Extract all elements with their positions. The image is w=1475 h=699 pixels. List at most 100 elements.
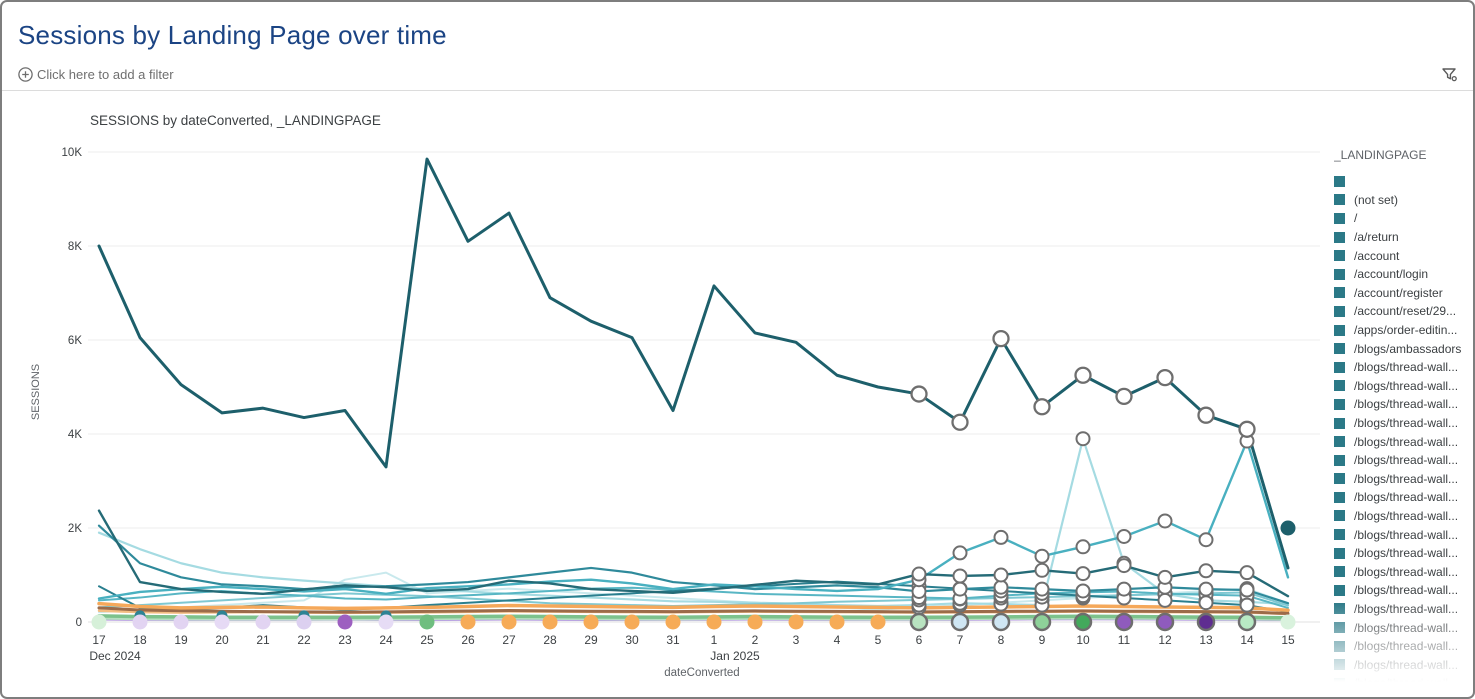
svg-text:4: 4 (834, 633, 841, 647)
legend-swatch-icon (1334, 566, 1345, 578)
legend-swatch-icon (1334, 529, 1345, 541)
legend-swatch-icon (1334, 677, 1345, 689)
legend-item-label: /blogs/thread-wall... (1354, 676, 1459, 691)
legend-item[interactable]: (not set) (1334, 191, 1470, 210)
plus-circle-icon (18, 66, 33, 82)
svg-text:9: 9 (1039, 633, 1046, 647)
filter-funnel-icon[interactable] (1439, 64, 1459, 84)
legend-item-label: / (1354, 211, 1358, 226)
svg-text:6: 6 (916, 633, 923, 647)
legend-item-label: /blogs/thread-wall... (1354, 471, 1459, 486)
svg-text:29: 29 (584, 633, 598, 647)
legend-item-label: /apps/order-editin... (1354, 323, 1458, 338)
svg-text:2K: 2K (68, 523, 82, 535)
legend-item[interactable]: /account (1334, 246, 1470, 265)
legend-item[interactable]: /blogs/thread-wall... (1334, 488, 1470, 507)
legend-item[interactable]: /blogs/thread-wall... (1334, 451, 1470, 470)
chart-legend[interactable]: _LANDINGPAGE (not set) / /a/return/account… (1334, 148, 1470, 696)
legend-item-label: /account/reset/29... (1354, 304, 1457, 319)
legend-item-label: /blogs/thread-wall... (1354, 397, 1459, 412)
legend-swatch-icon (1334, 491, 1345, 503)
legend-item[interactable]: /blogs/thread-wall... (1334, 377, 1470, 396)
svg-text:0: 0 (76, 617, 82, 629)
legend-item[interactable]: /blogs/thread-wall... (1334, 655, 1470, 674)
svg-text:18: 18 (133, 633, 147, 647)
legend-item[interactable]: /blogs/thread-wall... (1334, 525, 1470, 544)
legend-swatch-icon (1334, 380, 1345, 392)
legend-swatch-icon (1334, 547, 1345, 559)
legend-item-label: /blogs/thread-wall... (1354, 508, 1459, 523)
filter-bar: Click here to add a filter (18, 63, 1459, 85)
legend-item[interactable]: /blogs/thread-wall... (1334, 432, 1470, 451)
svg-text:7: 7 (957, 633, 964, 647)
legend-item-label: /blogs/thread-wall... (1354, 639, 1459, 654)
legend-item-label: /blogs/thread-wall... (1354, 601, 1459, 616)
svg-text:10: 10 (1076, 633, 1090, 647)
svg-text:5: 5 (875, 633, 882, 647)
legend-item-label: /blogs/thread-wall... (1354, 657, 1459, 672)
svg-text:12: 12 (1158, 633, 1172, 647)
legend-swatch-icon (1334, 194, 1345, 206)
svg-text:26: 26 (461, 633, 475, 647)
legend-item[interactable]: /blogs/thread-wall... (1334, 414, 1470, 433)
legend-item[interactable]: /account/reset/29... (1334, 302, 1470, 321)
legend-item[interactable]: /blogs/thread-wall... (1334, 544, 1470, 563)
svg-text:24: 24 (379, 633, 393, 647)
svg-text:27: 27 (502, 633, 516, 647)
legend-swatch-icon (1334, 659, 1345, 671)
legend-item[interactable]: /blogs/thread-wall... (1334, 395, 1470, 414)
svg-text:11: 11 (1118, 633, 1131, 647)
divider (2, 90, 1473, 91)
legend-item[interactable] (1334, 172, 1470, 191)
legend-item[interactable]: /blogs/thread-wall... (1334, 674, 1470, 693)
svg-text:10K: 10K (62, 147, 83, 159)
legend-item[interactable]: /blogs/thread-wall... (1334, 600, 1470, 619)
legend-item[interactable]: /blogs/thread-wall... (1334, 618, 1470, 637)
legend-item[interactable]: /blogs/thread-wall... (1334, 358, 1470, 377)
legend-item[interactable]: /account/register (1334, 284, 1470, 303)
legend-item-label: /blogs/thread-wall... (1354, 583, 1459, 598)
legend-swatch-icon (1334, 473, 1345, 485)
legend-swatch-icon (1334, 361, 1345, 373)
legend-item-label: /blogs/thread-wall... (1354, 527, 1459, 542)
legend-item-label: /blogs/thread-wall... (1354, 378, 1459, 393)
add-filter-button[interactable]: Click here to add a filter (18, 67, 174, 82)
legend-swatch-icon (1334, 622, 1345, 634)
legend-item[interactable]: /blogs/thread-wall... (1334, 637, 1470, 656)
legend-item[interactable]: /account/login (1334, 265, 1470, 284)
legend-swatch-icon (1334, 603, 1345, 615)
legend-swatch-icon (1334, 510, 1345, 522)
legend-item-label: /blogs/thread-wall... (1354, 546, 1459, 561)
svg-text:14: 14 (1240, 633, 1254, 647)
legend-item-label: /account/register (1354, 285, 1443, 300)
svg-text:19: 19 (174, 633, 188, 647)
svg-text:Dec 2024: Dec 2024 (89, 649, 141, 663)
svg-text:SESSIONS: SESSIONS (30, 364, 42, 420)
add-filter-label: Click here to add a filter (37, 66, 174, 82)
legend-item[interactable]: /blogs/thread-wall... (1334, 562, 1470, 581)
legend-swatch-icon (1334, 436, 1345, 448)
legend-swatch-icon (1334, 343, 1345, 355)
svg-text:dateConverted: dateConverted (664, 667, 739, 679)
legend-item-label: /blogs/thread-wall... (1354, 416, 1459, 431)
legend-swatch-icon (1334, 287, 1345, 299)
svg-text:17: 17 (92, 633, 106, 647)
legend-item-label: /blogs/thread-wall... (1354, 360, 1459, 375)
legend-item[interactable]: /blogs/ambassadors (1334, 339, 1470, 358)
legend-item[interactable]: /blogs/thread-wall... (1334, 581, 1470, 600)
svg-text:31: 31 (666, 633, 680, 647)
legend-item[interactable]: /a/return (1334, 228, 1470, 247)
legend-item[interactable]: /blogs/thread-wall... (1334, 507, 1470, 526)
legend-item-label: /blogs/thread-wall... (1354, 620, 1459, 635)
legend-item[interactable]: / (1334, 209, 1470, 228)
legend-item[interactable]: /apps/order-editin... (1334, 321, 1470, 340)
legend-item-label: /blogs/thread-wall... (1354, 453, 1459, 468)
legend-item-label: /blogs/thread-wall... (1354, 490, 1459, 505)
legend-swatch-icon (1334, 417, 1345, 429)
legend-list: (not set) / /a/return/account/account/logi… (1334, 172, 1470, 693)
legend-item-label: /account/login (1354, 267, 1429, 282)
legend-item[interactable]: /blogs/thread-wall... (1334, 470, 1470, 489)
svg-text:2: 2 (752, 633, 759, 647)
svg-text:3: 3 (793, 633, 800, 647)
